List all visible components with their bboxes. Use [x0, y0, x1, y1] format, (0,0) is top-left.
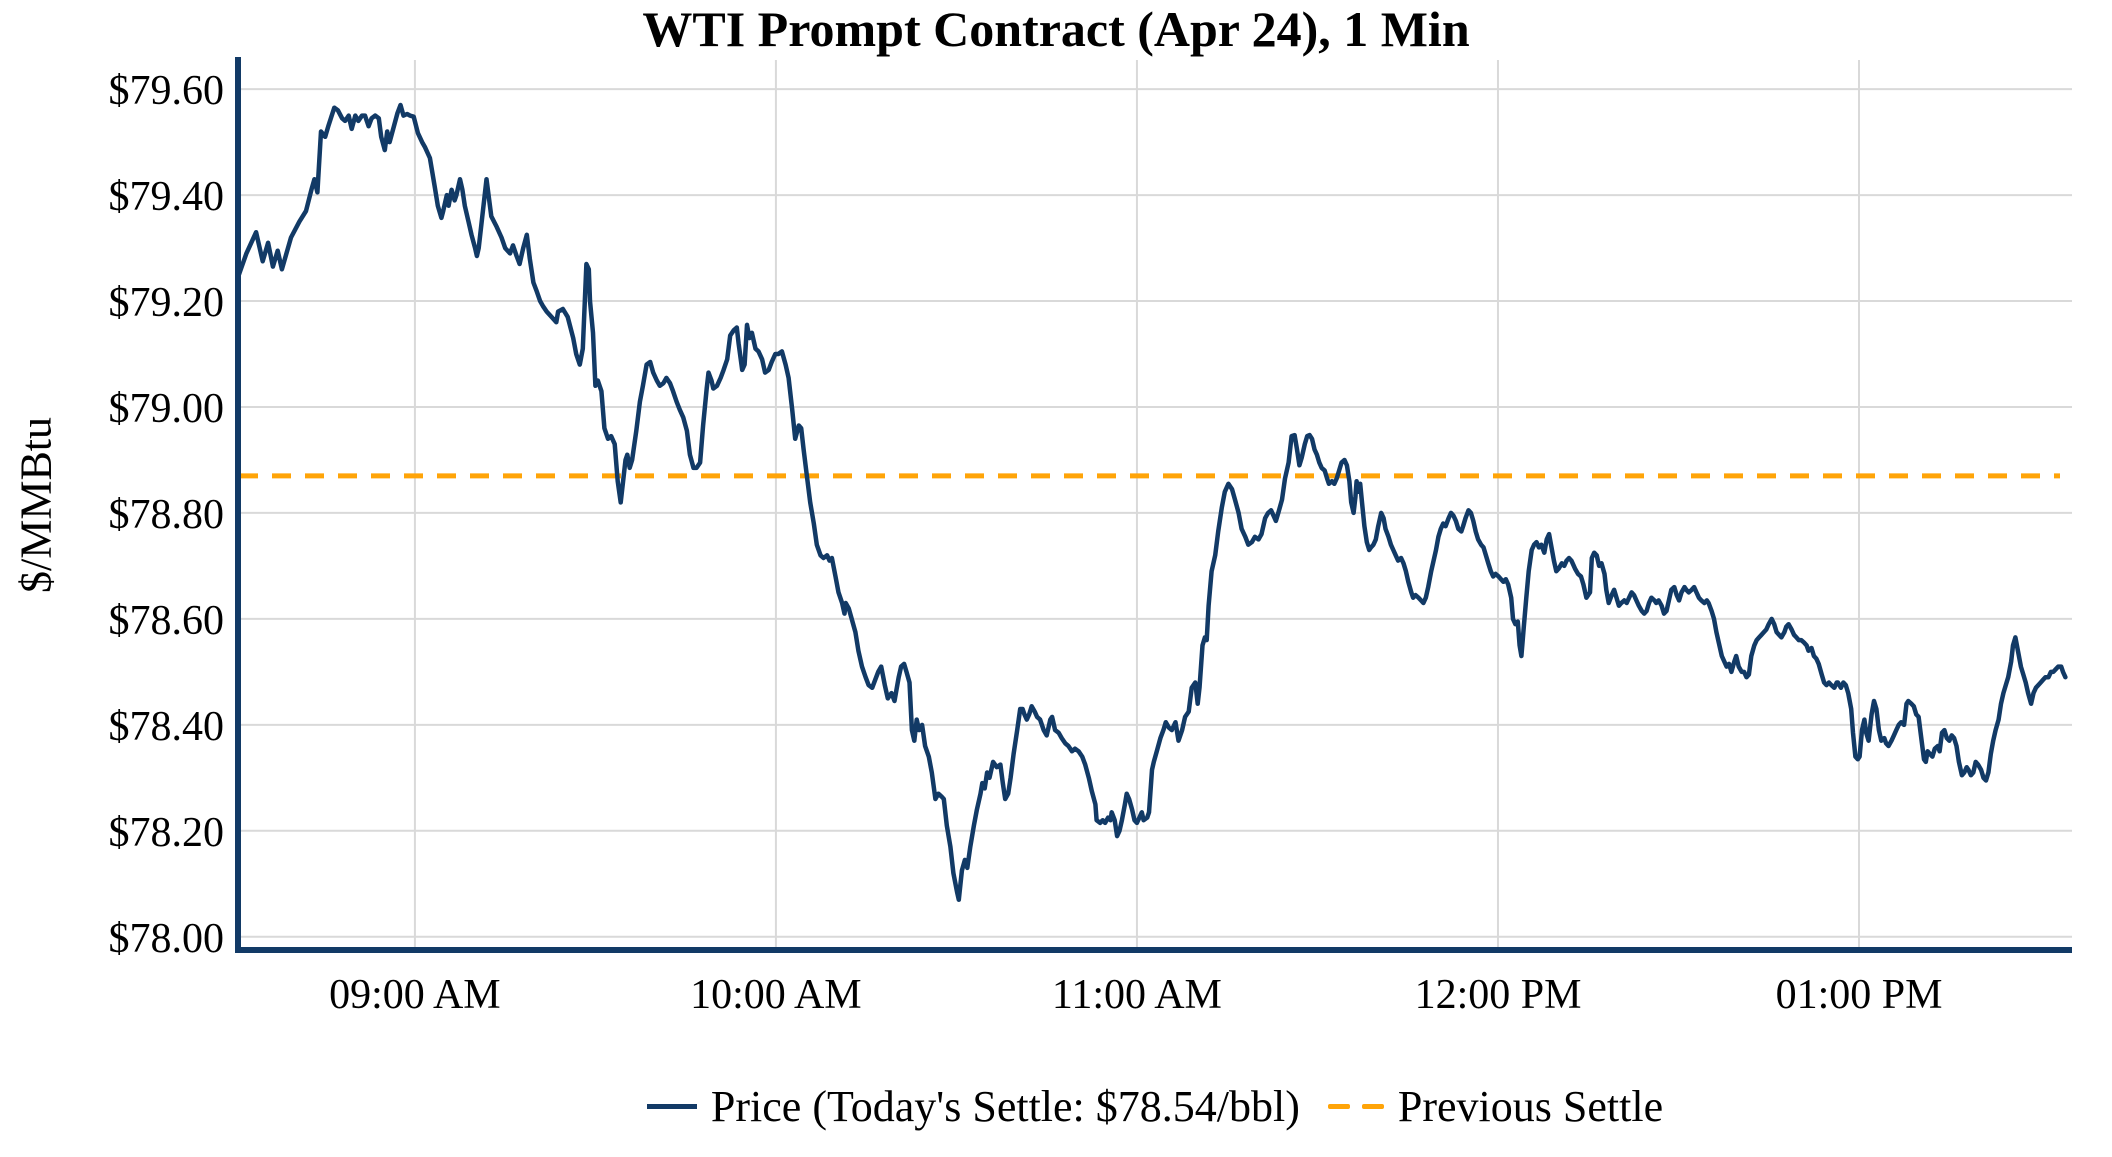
legend-price-label: Price (Today's Settle: $78.54/bbl) — [710, 1081, 1300, 1131]
x-tick-label: 10:00 AM — [690, 972, 862, 1018]
price-line-path — [235, 102, 2068, 902]
chart-title: WTI Prompt Contract (Apr 24), 1 Min — [642, 1, 1470, 57]
x-tick-labels: 09:00 AM 10:00 AM 11:00 AM 12:00 PM 01:00 PM — [329, 972, 1942, 1018]
y-tick-label: $79.60 — [109, 68, 225, 114]
axis-spines — [235, 57, 2072, 953]
dash-segment — [1361, 1103, 1384, 1109]
y-axis-label: $/MMBtu — [11, 416, 61, 594]
previous-settle-swatch — [1327, 1103, 1384, 1109]
y-tick-labels: $78.00 $78.20 $78.40 $78.60 $78.80 $79.00 $79.… — [109, 68, 225, 962]
x-tick-label: 01:00 PM — [1776, 972, 1943, 1018]
gridlines — [238, 60, 2072, 950]
y-tick-label: $78.80 — [109, 492, 225, 538]
legend: Price (Today's Settle: $78.54/bbl) Previ… — [238, 1078, 2072, 1134]
y-tick-label: $78.60 — [109, 598, 225, 644]
y-tick-label: $78.20 — [109, 810, 225, 856]
legend-previous-settle-label: Previous Settle — [1397, 1081, 1664, 1131]
y-tick-label: $78.40 — [109, 704, 225, 750]
y-tick-label: $79.20 — [109, 280, 225, 326]
dash-segment — [1327, 1103, 1350, 1109]
x-tick-label: 12:00 PM — [1415, 972, 1582, 1018]
x-tick-label: 11:00 AM — [1052, 972, 1222, 1018]
y-tick-label: $79.40 — [109, 174, 225, 220]
y-tick-label: $79.00 — [109, 386, 225, 432]
price-line-swatch — [646, 1103, 697, 1109]
legend-item-previous-settle: Previous Settle — [1327, 1081, 1664, 1132]
x-tick-label: 09:00 AM — [329, 972, 501, 1018]
legend-item-price: Price (Today's Settle: $78.54/bbl) — [646, 1081, 1300, 1132]
price-line-group — [235, 102, 2068, 902]
y-tick-label: $78.00 — [109, 916, 225, 962]
